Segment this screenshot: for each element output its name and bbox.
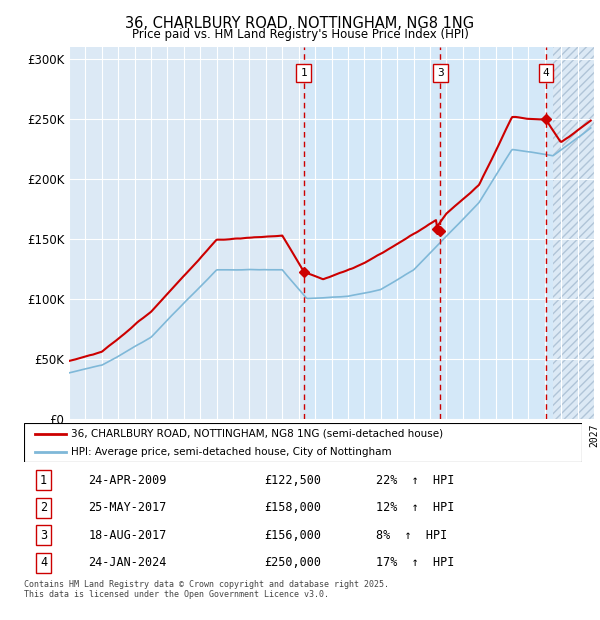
- Text: 24-JAN-2024: 24-JAN-2024: [88, 556, 167, 569]
- Text: 12%  ↑  HPI: 12% ↑ HPI: [376, 501, 454, 514]
- Bar: [304, 46, 553, 419]
- Text: 22%  ↑  HPI: 22% ↑ HPI: [376, 474, 454, 487]
- Text: 24-APR-2009: 24-APR-2009: [88, 474, 167, 487]
- Text: 4: 4: [542, 68, 550, 78]
- Text: 3: 3: [437, 68, 443, 78]
- Text: £250,000: £250,000: [264, 556, 321, 569]
- Text: 18-AUG-2017: 18-AUG-2017: [88, 529, 167, 542]
- Text: £158,000: £158,000: [264, 501, 321, 514]
- Text: 1: 1: [300, 68, 307, 78]
- Text: 1: 1: [40, 474, 47, 487]
- Text: 17%  ↑  HPI: 17% ↑ HPI: [376, 556, 454, 569]
- Text: £122,500: £122,500: [264, 474, 321, 487]
- Text: Price paid vs. HM Land Registry's House Price Index (HPI): Price paid vs. HM Land Registry's House …: [131, 28, 469, 41]
- Text: 36, CHARLBURY ROAD, NOTTINGHAM, NG8 1NG (semi-detached house): 36, CHARLBURY ROAD, NOTTINGHAM, NG8 1NG …: [71, 429, 443, 439]
- Text: 4: 4: [40, 556, 47, 569]
- Bar: [553, 46, 594, 419]
- Text: 25-MAY-2017: 25-MAY-2017: [88, 501, 167, 514]
- Text: 8%  ↑  HPI: 8% ↑ HPI: [376, 529, 447, 542]
- Text: £156,000: £156,000: [264, 529, 321, 542]
- Text: 2: 2: [40, 501, 47, 514]
- Text: 36, CHARLBURY ROAD, NOTTINGHAM, NG8 1NG: 36, CHARLBURY ROAD, NOTTINGHAM, NG8 1NG: [125, 16, 475, 30]
- Text: HPI: Average price, semi-detached house, City of Nottingham: HPI: Average price, semi-detached house,…: [71, 446, 392, 456]
- Text: Contains HM Land Registry data © Crown copyright and database right 2025.
This d: Contains HM Land Registry data © Crown c…: [24, 580, 389, 599]
- Text: 3: 3: [40, 529, 47, 542]
